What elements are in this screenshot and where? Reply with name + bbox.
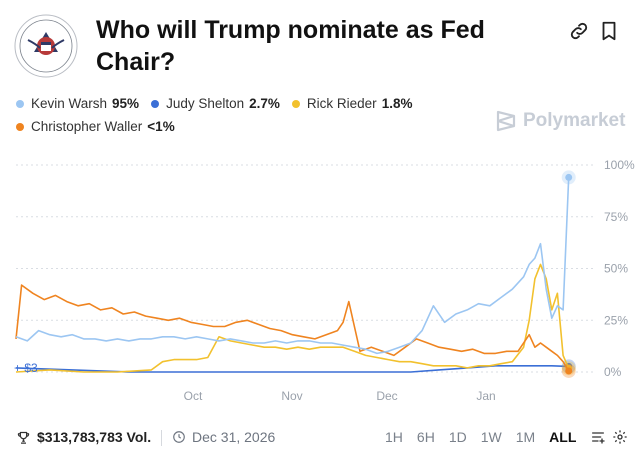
series-line-christopher-waller[interactable]	[15, 284, 570, 372]
legend-row: Christopher Waller <1%	[16, 115, 476, 138]
legend-dot	[291, 99, 300, 108]
volume-text: $313,783,783 Vol.	[37, 429, 152, 445]
range-1h[interactable]: 1H	[385, 429, 403, 445]
x-tick-label: Oct	[184, 389, 203, 403]
volume: $313,783,783 Vol.	[16, 429, 151, 445]
chart-lines	[15, 170, 576, 378]
x-tick-label: Nov	[281, 389, 302, 403]
series-end-point	[565, 173, 573, 181]
range-1d[interactable]: 1D	[448, 429, 467, 445]
polymarket-brand: Polymarket	[496, 110, 625, 132]
x-tick-label: Dec	[376, 389, 397, 403]
legend-pct: 95%	[112, 96, 140, 111]
chart-legend: Kevin Warsh 95% Judy Shelton 2.7% Rick R…	[16, 92, 476, 138]
link-icon[interactable]	[568, 20, 590, 42]
market-title: Who will Trump nominate as Fed Chair?	[96, 16, 485, 76]
legend-row: Kevin Warsh 95% Judy Shelton 2.7% Rick R…	[16, 92, 476, 115]
legend-item-kevin-warsh[interactable]: Kevin Warsh 95%	[16, 96, 139, 111]
header: Who will Trump nominate as Fed Chair?	[0, 0, 640, 90]
range-6h[interactable]: 6H	[416, 429, 435, 445]
end-date-text: Dec 31, 2026	[192, 429, 276, 445]
legend-name: Kevin Warsh	[31, 96, 108, 111]
price-history-chart[interactable]: 100% 75% 50% 25% 0% Oct Nov Dec Jan + $3	[0, 150, 640, 410]
legend-pct: 1.8%	[381, 96, 413, 111]
y-axis-labels: 100% 75% 50% 25% 0%	[604, 158, 635, 379]
gear-icon[interactable]	[612, 429, 628, 445]
brand-name: Polymarket	[523, 110, 626, 131]
range-1m[interactable]: 1M	[515, 429, 536, 445]
range-1w[interactable]: 1W	[480, 429, 502, 445]
legend-item-christopher-waller[interactable]: Christopher Waller <1%	[16, 119, 175, 134]
polymarket-logo-icon	[496, 110, 516, 132]
market-footer: $313,783,783 Vol. Dec 31, 2026 1H 6H 1D …	[0, 424, 640, 452]
x-tick-label: Jan	[476, 389, 495, 403]
chart-annotation: + $3	[14, 361, 38, 375]
legend-name: Christopher Waller	[31, 119, 143, 134]
bookmark-icon[interactable]	[598, 20, 620, 42]
time-range-selector: 1H 6H 1D 1W 1M ALL	[385, 429, 634, 445]
filter-icon[interactable]	[590, 429, 606, 445]
y-tick-label: 25%	[604, 313, 628, 327]
range-all[interactable]: ALL	[549, 429, 577, 445]
legend-name: Judy Shelton	[166, 96, 245, 111]
series-end-point	[565, 367, 573, 375]
series-line-kevin-warsh[interactable]	[15, 177, 570, 355]
legend-item-rick-rieder[interactable]: Rick Rieder 1.8%	[291, 96, 413, 111]
x-axis-labels: Oct Nov Dec Jan	[184, 389, 496, 403]
legend-dot	[16, 99, 24, 108]
legend-dot	[16, 122, 24, 131]
footer-divider	[161, 430, 162, 446]
y-tick-label: 50%	[604, 262, 628, 276]
federal-reserve-seal-logo	[14, 14, 78, 78]
legend-name: Rick Rieder	[306, 96, 377, 111]
legend-pct: <1%	[147, 119, 175, 134]
legend-pct: 2.7%	[249, 96, 280, 111]
legend-dot	[151, 99, 160, 108]
series-line-judy-shelton[interactable]	[15, 365, 569, 373]
clock-icon	[173, 431, 185, 443]
y-tick-label: 0%	[604, 365, 622, 379]
legend-item-judy-shelton[interactable]: Judy Shelton 2.7%	[151, 96, 280, 111]
end-date: Dec 31, 2026	[172, 429, 275, 445]
y-tick-label: 100%	[604, 158, 635, 172]
trophy-icon	[17, 431, 30, 444]
y-tick-label: 75%	[604, 210, 628, 224]
series-line-rick-rieder[interactable]	[15, 263, 570, 373]
